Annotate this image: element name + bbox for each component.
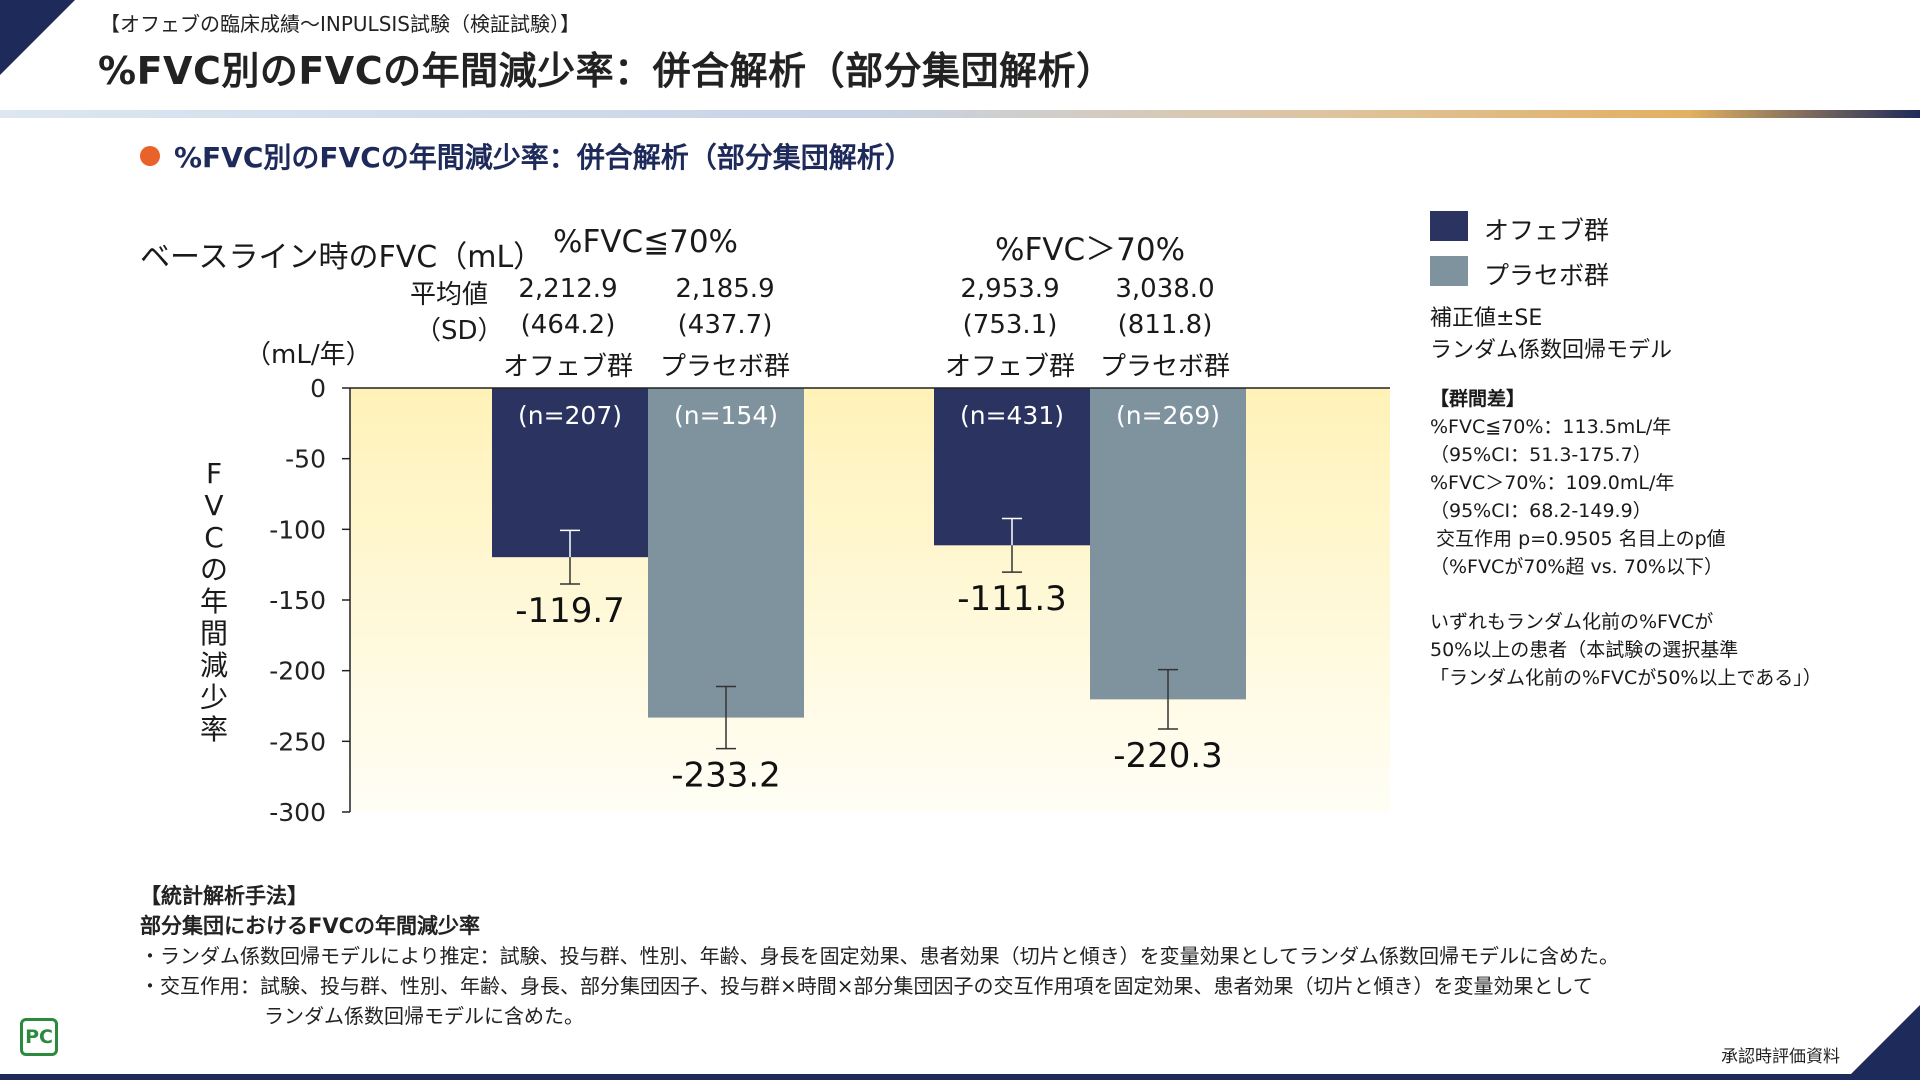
bar-n-label: (n=431) <box>960 401 1064 430</box>
baseline-arm: オフェブ群 <box>502 352 634 382</box>
page-title: %FVC別のFVCの年間減少率：併合解析（部分集団解析） <box>98 49 1115 93</box>
corner-decoration-top-left <box>0 0 75 75</box>
bar-n-label: (n=269) <box>1116 401 1220 430</box>
approval-note: 承認時評価資料 <box>1721 1047 1840 1067</box>
y-axis-title-char: 率 <box>199 713 228 746</box>
y-axis-title-char: F <box>205 457 223 490</box>
interaction-line: 交互作用 p=0.9505 名目上のp値 <box>1430 528 1726 550</box>
header-subtitle: 【オフェブの臨床成績〜INPULSIS試験（検証試験）】 <box>100 12 580 36</box>
y-unit-label: （mL/年） <box>245 340 372 370</box>
section-title-text: %FVC別のFVCの年間減少率：併合解析（部分集団解析） <box>174 141 913 174</box>
legend-note-model: ランダム係数回帰モデル <box>1430 338 1673 363</box>
baseline-mean: 3,038.0 <box>1115 274 1215 304</box>
legend-note-se: 補正値±SE <box>1430 306 1543 331</box>
footnote-line: ランダム係数回帰モデルに含めた。 <box>264 1004 584 1028</box>
baseline-mean: 2,185.9 <box>675 274 775 304</box>
y-tick-label: 0 <box>310 374 326 403</box>
baseline-sd: (753.1) <box>962 310 1058 340</box>
baseline-arm: オフェブ群 <box>944 352 1076 382</box>
bar-value-label: -111.3 <box>957 579 1067 619</box>
diff-line: %FVC＞70%：109.0mL/年 <box>1430 472 1675 494</box>
baseline-sd: (437.7) <box>677 310 773 340</box>
footnote-line: ・ランダム係数回帰モデルにより推定：試験、投与群、性別、年齢、身長を固定効果、患… <box>140 944 1619 968</box>
legend-label-placebo: プラセボ群 <box>1484 261 1610 290</box>
y-axis-title-char: C <box>204 521 224 554</box>
y-axis-title-char: 年 <box>199 585 228 618</box>
diff-line: （95%CI：51.3-175.7） <box>1430 444 1652 466</box>
diff-line: %FVC≦70%：113.5mL/年 <box>1430 416 1672 438</box>
legend-swatch-placebo <box>1430 256 1468 286</box>
bullet-dot-icon <box>140 146 160 166</box>
baseline-arm: プラセボ群 <box>1099 352 1231 382</box>
baseline-sd: (464.2) <box>520 310 616 340</box>
population-note: 50%以上の患者（本試験の選択基準 <box>1430 639 1739 661</box>
bar <box>1090 388 1246 700</box>
population-note: 「ランダム化前の%FVCが50%以上である」） <box>1430 667 1822 689</box>
bar-value-label: -119.7 <box>515 591 625 631</box>
corner-decoration-bottom-right <box>1845 1005 1920 1080</box>
bar-value-label: -233.2 <box>671 756 781 796</box>
legend-swatch-ofev <box>1430 211 1468 241</box>
y-tick-label: -100 <box>269 515 326 544</box>
y-tick-label: -300 <box>269 798 326 827</box>
bar-value-label: -220.3 <box>1113 736 1223 776</box>
y-axis-title-char: の <box>199 553 228 586</box>
interaction-line: （%FVCが70%超 vs. 70%以下） <box>1430 556 1723 578</box>
y-axis-title-char: 減 <box>199 649 228 682</box>
bar <box>648 388 804 718</box>
footnote-line: ・交互作用：試験、投与群、性別、年齢、身長、部分集団因子、投与群×時間×部分集団… <box>140 974 1593 998</box>
baseline-mean: 2,212.9 <box>518 274 618 304</box>
section-title: %FVC別のFVCの年間減少率：併合解析（部分集団解析） <box>140 136 913 176</box>
y-tick-label: -50 <box>285 445 326 474</box>
bar <box>492 388 648 558</box>
y-tick-label: -150 <box>269 586 326 615</box>
mean-label: 平均値 <box>410 280 489 310</box>
bar-n-label: (n=207) <box>518 401 622 430</box>
baseline-label: ベースライン時のFVC（mL） <box>140 240 544 275</box>
y-axis-title: F V C の 年 間 減 少 率 <box>198 458 230 746</box>
group-title-le70: %FVC≦70% <box>553 224 739 260</box>
y-tick-label: -200 <box>269 657 326 686</box>
y-axis-title-char: 間 <box>199 617 228 650</box>
sd-label: （SD） <box>415 316 504 346</box>
group-title-gt70: %FVC＞70% <box>995 232 1186 268</box>
diff-title: 【群間差】 <box>1430 388 1526 410</box>
baseline-sd: (811.8) <box>1117 310 1213 340</box>
bottom-bar <box>0 1074 1920 1080</box>
footnote-subtitle: 部分集団におけるFVCの年間減少率 <box>140 914 481 938</box>
footnote-title: 【統計解析手法】 <box>140 884 308 908</box>
legend-label-ofev: オフェブ群 <box>1484 216 1610 245</box>
baseline-mean: 2,953.9 <box>960 274 1060 304</box>
y-tick-label: -250 <box>269 727 326 756</box>
y-axis-title-char: V <box>204 489 224 522</box>
population-note: いずれもランダム化前の%FVCが <box>1430 611 1714 633</box>
company-logo: PC <box>20 1018 58 1056</box>
header-divider <box>0 110 1920 118</box>
baseline-arm: プラセボ群 <box>659 352 791 382</box>
diff-line: （95%CI：68.2-149.9） <box>1430 500 1652 522</box>
y-axis-title-char: 少 <box>199 681 228 714</box>
bar-n-label: (n=154) <box>674 401 778 430</box>
